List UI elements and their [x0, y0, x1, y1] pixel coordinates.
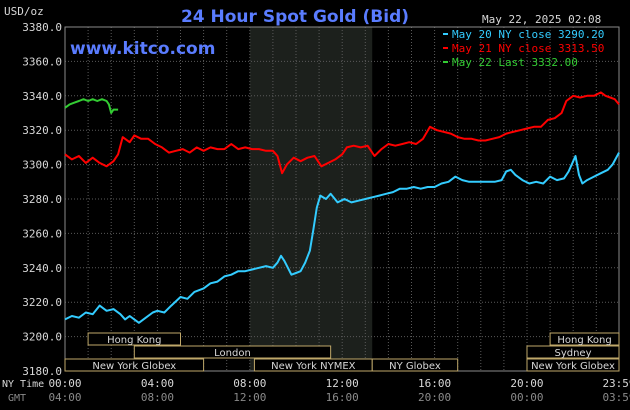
x-tick-gmt: 04:00	[48, 391, 81, 404]
x-tick-gmt: 00:00	[510, 391, 543, 404]
x-tick-ny: 20:00	[510, 377, 543, 390]
x-tick-gmt: 16:00	[326, 391, 359, 404]
session-label: London	[214, 348, 251, 359]
legend-entry: May 20 NY close 3290.20	[452, 28, 604, 41]
session-bar	[371, 358, 459, 372]
x-axis-gmt-label: GMT	[8, 393, 26, 404]
y-tick-label: 3300.0	[22, 159, 62, 172]
session-bar	[526, 345, 620, 359]
series-line-1	[64, 91, 620, 175]
session-label: Hong Kong	[557, 335, 611, 346]
x-tick-gmt: 12:00	[233, 391, 266, 404]
y-tick-label: 3260.0	[22, 227, 62, 240]
session-label: Sydney	[554, 348, 591, 359]
y-tick-label: 3200.0	[22, 331, 62, 344]
y-tick-label: 3180.0	[22, 365, 62, 378]
series-line-2	[64, 98, 119, 114]
y-tick-label: 3360.0	[22, 55, 62, 68]
session-bar	[526, 358, 620, 372]
series-line-0	[64, 152, 620, 324]
x-tick-ny: 08:00	[233, 377, 266, 390]
x-tick-ny: 00:00	[48, 377, 81, 390]
x-tick-ny: 23:59	[602, 377, 630, 390]
session-bar	[87, 332, 181, 346]
y-tick-label: 3280.0	[22, 193, 62, 206]
y-unit-label: USD/oz	[4, 5, 44, 18]
session-label: New York Globex	[92, 361, 176, 372]
y-tick-label: 3320.0	[22, 124, 62, 137]
y-tick-label: 3340.0	[22, 90, 62, 103]
legend-entry: May 22 Last 3332.00	[452, 56, 578, 69]
x-tick-gmt: 20:00	[418, 391, 451, 404]
y-tick-label: 3240.0	[22, 262, 62, 275]
x-tick-gmt: 03:59	[602, 391, 630, 404]
legend-entry: May 21 NY close 3313.50	[452, 42, 604, 55]
y-tick-label: 3380.0	[22, 21, 62, 34]
y-tick-label: 3220.0	[22, 296, 62, 309]
session-label: Hong Kong	[107, 335, 161, 346]
session-label: NY Globex	[389, 361, 441, 372]
website-label: www.kitco.com	[70, 39, 215, 59]
session-label: New York NYMEX	[271, 361, 356, 372]
session-label: New York Globex	[531, 361, 615, 372]
session-bar	[64, 358, 205, 372]
timestamp: May 22, 2025 02:08	[482, 13, 601, 26]
x-axis-ny-label: NY Time	[2, 379, 44, 390]
x-tick-ny: 04:00	[141, 377, 174, 390]
x-tick-ny: 16:00	[418, 377, 451, 390]
x-tick-gmt: 08:00	[141, 391, 174, 404]
session-bar	[549, 332, 620, 346]
x-tick-ny: 12:00	[326, 377, 359, 390]
chart-title: 24 Hour Spot Gold (Bid)	[181, 7, 409, 27]
session-bar	[133, 345, 332, 359]
